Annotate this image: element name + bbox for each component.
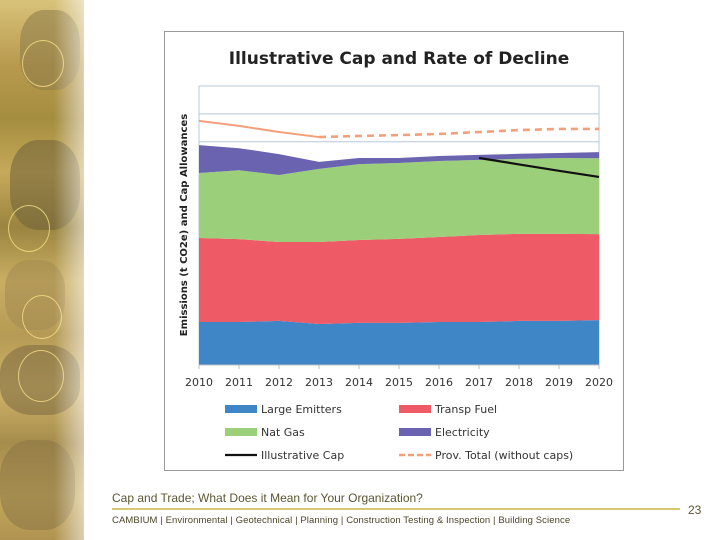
x-tick-label: 2016 <box>425 376 453 389</box>
x-tick-label: 2014 <box>345 376 373 389</box>
legend-item: Electricity <box>399 426 490 439</box>
legend-swatch-electricity <box>399 428 431 436</box>
x-tick-label: 2019 <box>545 376 573 389</box>
presentation-title: Cap and Trade; What Does it Mean for You… <box>112 491 423 505</box>
x-tick-label: 2011 <box>225 376 253 389</box>
legend-label: Nat Gas <box>261 426 305 439</box>
legend-label: Electricity <box>435 426 490 439</box>
x-tick-label: 2018 <box>505 376 533 389</box>
chart-frame: Illustrative Cap and Rate of Decline 201… <box>164 31 624 471</box>
sidebar-fade <box>54 0 84 540</box>
legend-label: Large Emitters <box>261 403 342 416</box>
area-large-emitters <box>199 320 599 365</box>
area-transp-fuel <box>199 233 599 324</box>
area-nat-gas <box>199 157 599 242</box>
x-tick-label: 2020 <box>585 376 613 389</box>
legend-item: Nat Gas <box>225 426 305 439</box>
legend-item: Illustrative Cap <box>225 449 344 462</box>
y-axis-label: Emissions (t CO2e) and Cap Allowances <box>179 114 190 336</box>
x-tick-label: 2010 <box>185 376 213 389</box>
x-tick-label: 2017 <box>465 376 493 389</box>
legend-item: Prov. Total (without caps) <box>399 449 573 462</box>
sidebar-photo-collage <box>0 0 84 540</box>
legend-label: Prov. Total (without caps) <box>435 449 573 462</box>
legend-swatch-transp-fuel <box>399 405 431 413</box>
footer-company-services: CAMBIUM | Environmental | Geotechnical |… <box>112 515 571 526</box>
chart-title: Illustrative Cap and Rate of Decline <box>229 49 570 69</box>
line-prov-total-dashed <box>318 127 599 139</box>
legend-swatch-nat-gas <box>225 428 257 436</box>
legend-swatch-large-emitters <box>225 405 257 413</box>
legend-label: Illustrative Cap <box>261 449 344 462</box>
page-number: 23 <box>688 503 702 517</box>
legend-item: Transp Fuel <box>399 403 497 416</box>
x-tick-label: 2012 <box>265 376 293 389</box>
line-prov-total-solid <box>198 119 320 139</box>
legend-label: Transp Fuel <box>434 403 497 416</box>
footer-divider <box>112 508 680 510</box>
legend-item: Large Emitters <box>225 403 342 416</box>
decorative-ring <box>8 205 50 252</box>
x-tick-label: 2015 <box>385 376 413 389</box>
x-tick-label: 2013 <box>305 376 333 389</box>
chart: Illustrative Cap and Rate of Decline 201… <box>179 49 613 462</box>
area-electricity <box>199 145 599 176</box>
line-illustrative-cap <box>478 156 600 179</box>
